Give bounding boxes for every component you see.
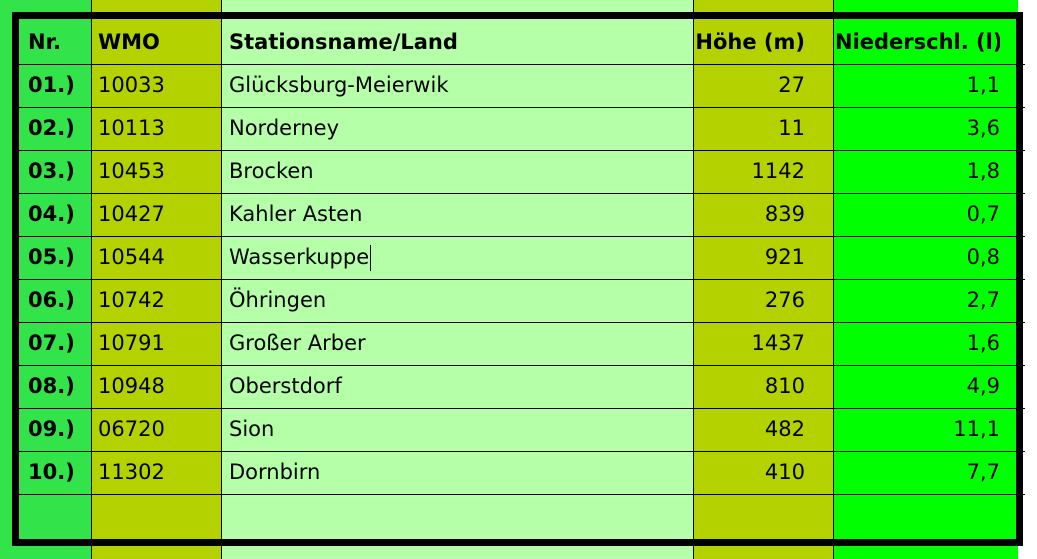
cell-niederschlag[interactable]: 1,6 bbox=[966, 331, 1000, 355]
row-divider bbox=[12, 236, 1025, 237]
cell-hoehe[interactable]: 1142 bbox=[751, 159, 805, 183]
row-divider bbox=[12, 451, 1025, 452]
row-divider bbox=[12, 64, 1025, 65]
header-niederschlag[interactable]: Niederschl. (l) bbox=[835, 30, 1000, 54]
cell-station[interactable]: Öhringen bbox=[229, 288, 327, 312]
cell-nr[interactable]: 07.) bbox=[28, 331, 75, 355]
cell-nr[interactable]: 06.) bbox=[28, 288, 75, 312]
cell-station[interactable]: Norderney bbox=[229, 116, 339, 140]
cell-wmo[interactable]: 10791 bbox=[98, 331, 165, 355]
cell-wmo[interactable]: 10742 bbox=[98, 288, 165, 312]
cell-hoehe[interactable]: 276 bbox=[764, 288, 805, 312]
cell-nr[interactable]: 05.) bbox=[28, 245, 75, 269]
cell-hoehe[interactable]: 839 bbox=[764, 202, 805, 226]
cell-hoehe[interactable]: 11 bbox=[778, 116, 805, 140]
header-wmo[interactable]: WMO bbox=[98, 30, 160, 54]
cell-station[interactable]: Wasserkuppe bbox=[229, 245, 372, 271]
row-divider bbox=[12, 107, 1025, 108]
cell-niederschlag[interactable]: 1,8 bbox=[966, 159, 1000, 183]
cell-hoehe[interactable]: 410 bbox=[764, 460, 805, 484]
header-nr[interactable]: Nr. bbox=[28, 30, 61, 54]
cell-wmo[interactable]: 10033 bbox=[98, 73, 165, 97]
row-divider bbox=[12, 365, 1025, 366]
cell-hoehe[interactable]: 921 bbox=[764, 245, 805, 269]
row-divider bbox=[12, 193, 1025, 194]
cell-niederschlag[interactable]: 3,6 bbox=[966, 116, 1000, 140]
cell-wmo[interactable]: 10544 bbox=[98, 245, 165, 269]
cell-wmo[interactable]: 10948 bbox=[98, 374, 165, 398]
cell-niederschlag[interactable]: 4,9 bbox=[966, 374, 1000, 398]
cell-niederschlag[interactable]: 11,1 bbox=[953, 417, 1000, 441]
cell-station[interactable]: Großer Arber bbox=[229, 331, 366, 355]
cell-station[interactable]: Brocken bbox=[229, 159, 314, 183]
cell-nr[interactable]: 02.) bbox=[28, 116, 75, 140]
cell-nr[interactable]: 04.) bbox=[28, 202, 75, 226]
cell-nr[interactable]: 09.) bbox=[28, 417, 75, 441]
cell-niederschlag[interactable]: 1,1 bbox=[966, 73, 1000, 97]
row-divider bbox=[12, 494, 1025, 495]
cell-station[interactable]: Oberstdorf bbox=[229, 374, 342, 398]
cell-wmo[interactable]: 11302 bbox=[98, 460, 165, 484]
cell-nr[interactable]: 08.) bbox=[28, 374, 75, 398]
cell-wmo[interactable]: 10453 bbox=[98, 159, 165, 183]
cell-niederschlag[interactable]: 0,8 bbox=[966, 245, 1000, 269]
cell-wmo[interactable]: 06720 bbox=[98, 417, 165, 441]
row-divider bbox=[12, 279, 1025, 280]
cell-wmo[interactable]: 10113 bbox=[98, 116, 165, 140]
text-cursor bbox=[370, 245, 372, 271]
cell-station[interactable]: Kahler Asten bbox=[229, 202, 363, 226]
row-divider bbox=[12, 408, 1025, 409]
header-station[interactable]: Stationsname/Land bbox=[229, 30, 458, 54]
row-divider bbox=[12, 322, 1025, 323]
cell-wmo[interactable]: 10427 bbox=[98, 202, 165, 226]
cell-hoehe[interactable]: 27 bbox=[778, 73, 805, 97]
cell-station[interactable]: Dornbirn bbox=[229, 460, 321, 484]
cell-niederschlag[interactable]: 7,7 bbox=[966, 460, 1000, 484]
cell-nr[interactable]: 01.) bbox=[28, 73, 75, 97]
cell-hoehe[interactable]: 1437 bbox=[751, 331, 805, 355]
cell-station[interactable]: Glücksburg-Meierwik bbox=[229, 73, 449, 97]
cell-nr[interactable]: 10.) bbox=[28, 460, 75, 484]
cell-hoehe[interactable]: 482 bbox=[764, 417, 805, 441]
cell-niederschlag[interactable]: 0,7 bbox=[966, 202, 1000, 226]
row-divider bbox=[12, 150, 1025, 151]
cell-hoehe[interactable]: 810 bbox=[764, 374, 805, 398]
cell-nr[interactable]: 03.) bbox=[28, 159, 75, 183]
cell-niederschlag[interactable]: 2,7 bbox=[966, 288, 1000, 312]
header-hoehe[interactable]: Höhe (m) bbox=[695, 30, 805, 54]
cell-station[interactable]: Sion bbox=[229, 417, 275, 441]
